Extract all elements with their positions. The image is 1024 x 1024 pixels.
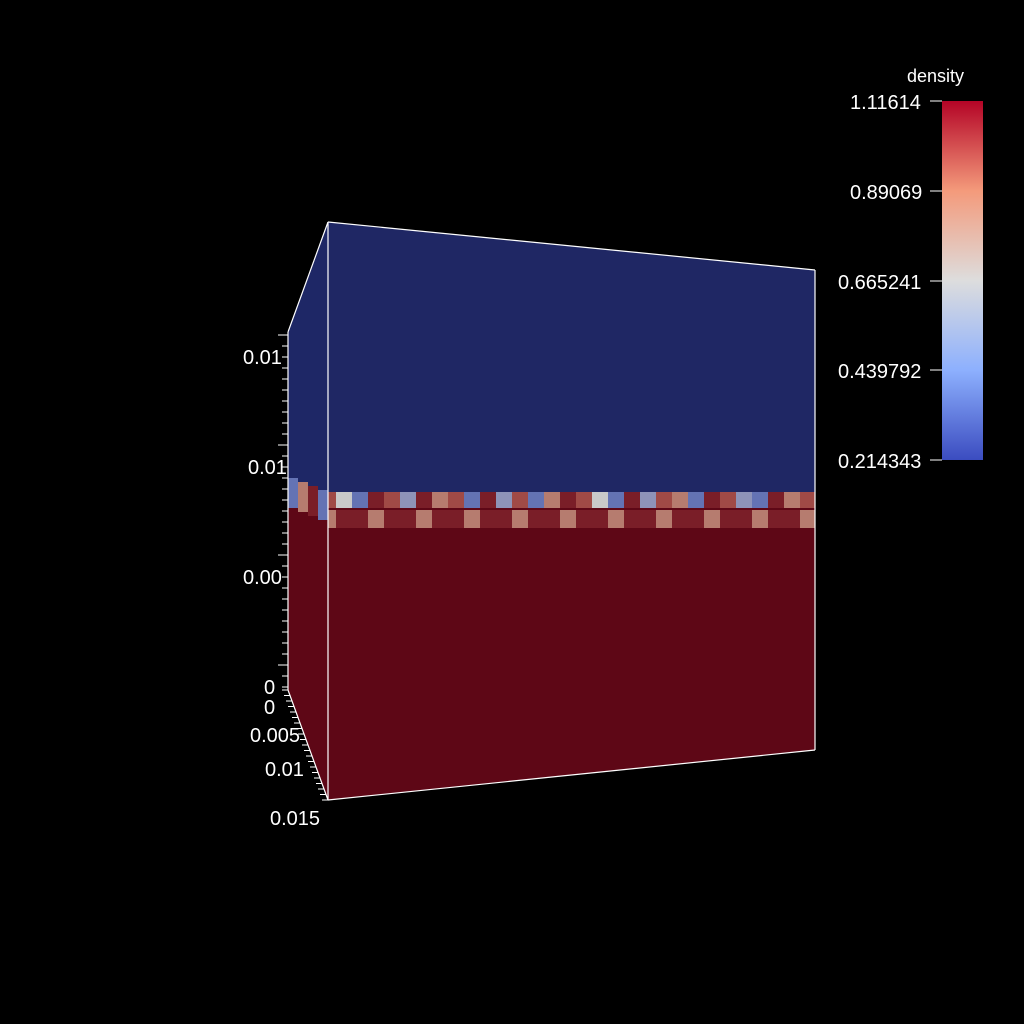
scalar-bar-tick-label: 0.665241 xyxy=(838,272,921,294)
interface-cell xyxy=(308,486,318,516)
interface-cell xyxy=(512,492,528,508)
interface-cell xyxy=(624,510,640,528)
interface-cell xyxy=(328,492,336,508)
scalar-bar-title: density xyxy=(907,66,964,86)
interface-cell xyxy=(336,510,352,528)
interface-cell xyxy=(512,510,528,528)
interface-cell xyxy=(448,510,464,528)
interface-cell xyxy=(576,510,592,528)
scalar-bar-legend[interactable]: density 1.11614 0.89069 0.665241 0.43979… xyxy=(838,66,983,473)
interface-cell xyxy=(736,510,752,528)
scalar-bar-tick-label: 0.214343 xyxy=(838,451,921,473)
scalar-bar-tick-label: 0.439792 xyxy=(838,361,921,383)
side-interface-band xyxy=(288,478,328,520)
interface-cell xyxy=(576,492,592,508)
interface-cell xyxy=(352,510,368,528)
depth-tick-label: 0 xyxy=(264,697,275,719)
scalar-bar-ticks xyxy=(930,100,942,461)
vertical-tick-label: 0.01 xyxy=(248,457,287,479)
interface-cell xyxy=(560,510,576,528)
interface-cell xyxy=(752,492,768,508)
interface-cell xyxy=(528,510,544,528)
interface-cell xyxy=(544,510,560,528)
interface-cell xyxy=(592,492,608,508)
interface-cell xyxy=(288,478,298,508)
interface-cell xyxy=(816,492,832,508)
interface-cell xyxy=(704,510,720,528)
interface-cell xyxy=(368,492,384,508)
vertical-tick-label: 0.01 xyxy=(243,347,282,369)
interface-cell xyxy=(384,510,400,528)
interface-cell xyxy=(640,510,656,528)
interface-cell xyxy=(672,492,688,508)
interface-cell xyxy=(720,492,736,508)
scalar-bar-tick-label: 0.89069 xyxy=(850,182,922,204)
interface-cell xyxy=(640,492,656,508)
interface-cell xyxy=(624,492,640,508)
vertical-axis-ticks xyxy=(278,334,288,688)
interface-cell xyxy=(656,492,672,508)
vertical-tick-label: 0.00 xyxy=(243,567,282,589)
scalar-bar-tick-label: 1.11614 xyxy=(850,92,921,114)
interface-cell xyxy=(298,482,308,512)
interface-cell xyxy=(496,492,512,508)
depth-axis-labels: 0 0.005 0.01 0.015 xyxy=(250,697,320,830)
interface-cell xyxy=(448,492,464,508)
interface-cell xyxy=(328,510,336,528)
interface-cell xyxy=(672,510,688,528)
interface-cell xyxy=(784,510,800,528)
interface-cell xyxy=(592,510,608,528)
depth-axis-ticks xyxy=(282,689,328,801)
vertical-tick-label: 0 xyxy=(264,677,275,699)
interface-cell xyxy=(318,490,328,520)
interface-cell xyxy=(400,510,416,528)
interface-cell xyxy=(688,492,704,508)
interface-cell xyxy=(752,510,768,528)
scalar-bar-gradient xyxy=(942,101,983,460)
interface-cell xyxy=(784,492,800,508)
interface-cell xyxy=(528,492,544,508)
interface-cell xyxy=(400,492,416,508)
interface-cell xyxy=(416,510,432,528)
interface-cell xyxy=(464,492,480,508)
interface-cell xyxy=(816,510,832,528)
interface-cell xyxy=(432,492,448,508)
interface-cell xyxy=(704,492,720,508)
depth-tick-label: 0.005 xyxy=(250,725,300,747)
interface-cell xyxy=(656,510,672,528)
interface-cell xyxy=(352,492,368,508)
depth-tick-label: 0.01 xyxy=(265,759,304,781)
interface-cell xyxy=(768,492,784,508)
interface-cell xyxy=(432,510,448,528)
front-upper-region xyxy=(328,222,815,510)
interface-cell xyxy=(608,510,624,528)
depth-tick-label: 0.015 xyxy=(270,808,320,830)
interface-cell xyxy=(560,492,576,508)
front-lower-region xyxy=(328,505,815,800)
interface-cell xyxy=(768,510,784,528)
interface-cell xyxy=(384,492,400,508)
interface-cell xyxy=(544,492,560,508)
interface-cell xyxy=(480,510,496,528)
interface-cell xyxy=(336,492,352,508)
interface-cell xyxy=(800,492,815,508)
interface-cell xyxy=(480,492,496,508)
interface-cell xyxy=(688,510,704,528)
interface-cell xyxy=(416,492,432,508)
interface-cell xyxy=(736,492,752,508)
interface-cell xyxy=(800,510,815,528)
interface-cell xyxy=(368,510,384,528)
interface-cell xyxy=(608,492,624,508)
interface-cell xyxy=(496,510,512,528)
interface-cell xyxy=(720,510,736,528)
front-interface-band xyxy=(328,492,832,528)
vertical-axis-labels: 0.01 0.01 0.00 0 xyxy=(243,347,287,699)
volume-front-face xyxy=(328,222,832,800)
interface-cell xyxy=(464,510,480,528)
